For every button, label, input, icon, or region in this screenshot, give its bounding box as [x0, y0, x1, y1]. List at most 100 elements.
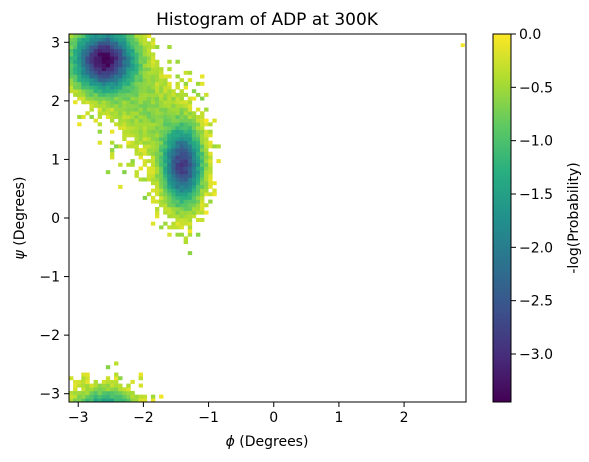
heat-cell [101, 81, 107, 86]
heat-cell [150, 140, 156, 145]
heat-cell [118, 63, 123, 68]
heat-cell [167, 232, 172, 237]
heat-cell [109, 59, 115, 64]
heat-cell [134, 67, 139, 72]
heat-cell [89, 103, 94, 108]
heat-cell [167, 206, 172, 211]
heat-cell [171, 96, 176, 101]
heat-cell [93, 379, 98, 384]
heat-cell [93, 52, 98, 57]
heat-cell [93, 96, 98, 101]
heat-cell [118, 118, 123, 123]
heat-cell [105, 365, 111, 370]
heat-cell [183, 192, 189, 197]
heat-cell [81, 74, 86, 79]
heat-cell [146, 70, 152, 75]
heat-cell [167, 170, 172, 175]
heat-cell [175, 214, 180, 219]
heat-cell [175, 203, 180, 208]
heat-cell [101, 41, 107, 46]
heat-cell [179, 199, 184, 204]
heat-cell [204, 166, 209, 171]
colorbar-tick-label: 0.0 [519, 27, 541, 43]
heat-cell [134, 48, 139, 53]
heat-cell [204, 184, 209, 189]
heat-cell [146, 140, 152, 145]
heat-cell [142, 89, 148, 94]
heat-cell [179, 170, 184, 175]
heat-cell [171, 144, 176, 149]
heat-cell [159, 195, 164, 200]
heat-cell [105, 41, 111, 46]
heat-cell [105, 96, 111, 101]
heat-cell [150, 70, 156, 75]
heat-cell [114, 37, 119, 42]
heat-cell [114, 59, 119, 64]
heat-cell [163, 92, 168, 97]
heat-cell [122, 89, 127, 94]
heat-cell [195, 118, 201, 123]
heat-cell [183, 144, 189, 149]
heat-cell [130, 100, 135, 105]
heat-cell [154, 103, 160, 108]
heat-cell [118, 48, 123, 53]
heat-cell [130, 34, 135, 38]
heat-cell [122, 170, 127, 175]
heat-cell [105, 92, 111, 97]
heat-cell [105, 34, 111, 38]
heat-cell [134, 34, 139, 38]
heat-cell [81, 100, 86, 105]
heat-cell [183, 173, 189, 178]
heat-cell [200, 188, 205, 193]
heat-cell [200, 144, 205, 149]
heat-cell [159, 177, 164, 182]
heat-cell [175, 137, 180, 142]
heat-cell [114, 52, 119, 57]
heat-cell [191, 89, 197, 94]
heat-cell [167, 210, 172, 215]
heat-cell [85, 48, 90, 53]
heat-cell [97, 78, 103, 83]
heat-cell [159, 107, 164, 112]
heat-cell [208, 122, 213, 127]
heat-cell [212, 192, 217, 197]
heat-cell [118, 37, 123, 42]
heat-cell [126, 144, 131, 149]
heat-cell [159, 170, 164, 175]
heat-cell [69, 376, 74, 381]
heat-cell [154, 210, 160, 215]
heat-cell [97, 63, 103, 68]
heat-cell [191, 118, 197, 123]
heat-cell [93, 92, 98, 97]
heat-cell [179, 155, 184, 160]
heat-cell [179, 140, 184, 145]
heat-cell [146, 59, 152, 64]
heat-cell [146, 81, 152, 86]
heat-cell [171, 140, 176, 145]
heat-cell [171, 103, 176, 108]
heat-cell [114, 92, 119, 97]
heat-cell [77, 41, 82, 46]
heat-cell [69, 52, 74, 57]
heat-cell [191, 188, 197, 193]
heat-cell [187, 232, 193, 237]
heat-cell [109, 41, 115, 46]
heat-cell [122, 81, 127, 86]
heat-cell [175, 74, 180, 79]
heat-cell [204, 92, 209, 97]
heat-cell [208, 162, 213, 167]
heat-cell [204, 144, 209, 149]
heat-cell [118, 85, 123, 90]
heat-cell [179, 96, 184, 101]
heat-cell [154, 111, 160, 116]
heat-cell [195, 137, 201, 142]
heat-cell [122, 45, 127, 50]
heat-cell [109, 70, 115, 75]
heat-cell [171, 162, 176, 167]
heat-cell [200, 126, 205, 130]
heat-cell [195, 159, 201, 164]
heat-cell [167, 195, 172, 200]
heat-cell [126, 67, 131, 72]
heat-cell [138, 129, 143, 134]
heat-cell [163, 155, 168, 160]
